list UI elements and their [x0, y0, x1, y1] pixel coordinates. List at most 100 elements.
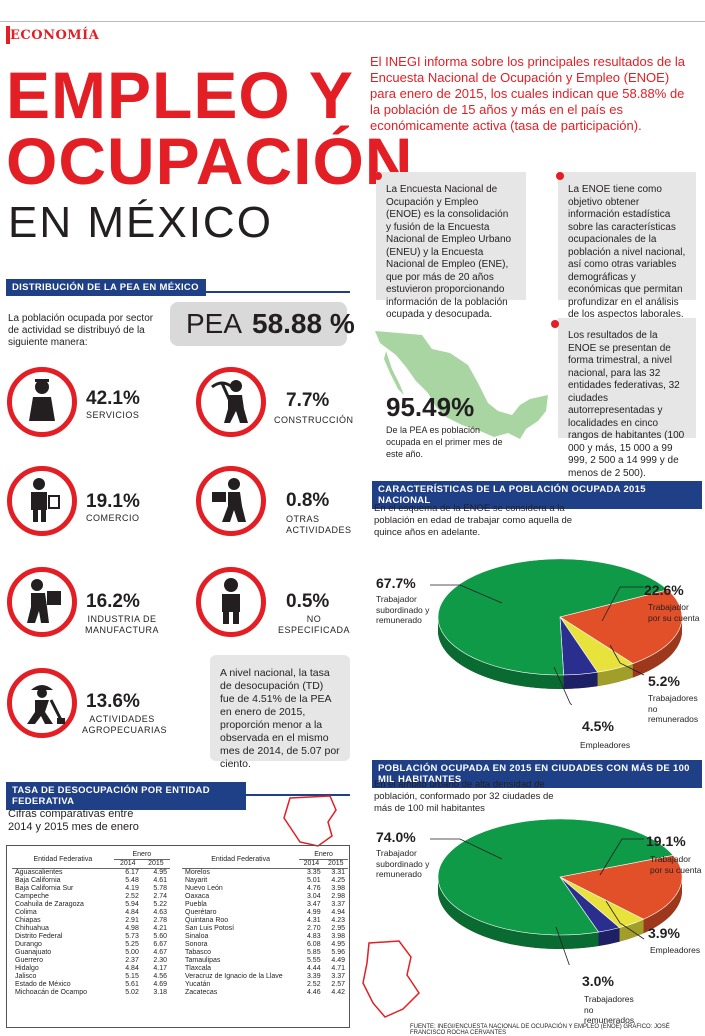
cell-value: 4.21	[153, 925, 167, 932]
table-row: Tlaxcala 4.44 4.71	[182, 965, 348, 973]
cell-value: 4.31	[306, 917, 321, 924]
leader-line	[609, 644, 645, 676]
table-row: Michoacán de Ocampo 5.02 3.18	[12, 989, 170, 997]
section-marker	[6, 26, 10, 44]
table-row: Guanajuato 5.00 4.67	[12, 949, 170, 957]
sector-label: SERVICIOS	[86, 410, 140, 420]
pie2-label-0: Trabajador subordinado y remunerado	[376, 848, 430, 879]
col-enero: Enero	[113, 851, 170, 860]
header-rule	[6, 291, 350, 293]
leader-line	[430, 838, 503, 860]
col-2014: 2014	[113, 859, 142, 869]
mexico-map-icon	[375, 331, 548, 439]
cell-entidad: Campeche	[15, 893, 49, 900]
cell-value: 5.60	[153, 933, 167, 940]
pie1-label-0: Trabajador subordinado y remunerado	[376, 594, 430, 625]
cell-value: 4.95	[331, 941, 345, 948]
commerce-icon	[7, 466, 77, 536]
leader-line	[599, 838, 644, 876]
cell-entidad: Zacatecas	[185, 989, 218, 996]
cell-entidad: Tlaxcala	[185, 965, 212, 972]
distribution-header: DISTRIBUCIÓN DE LA PEA EN MÉXICO	[6, 279, 206, 296]
pie1-pct-3: 4.5%	[582, 718, 614, 734]
cell-entidad: Tabasco	[185, 949, 212, 956]
cell-value: 2.57	[331, 981, 345, 988]
cell-value: 4.49	[331, 957, 345, 964]
cell-entidad: Colima	[15, 909, 37, 916]
table-row: Nuevo León 4.76 3.98	[182, 885, 348, 893]
cell-value: 5.96	[331, 949, 345, 956]
table-row: Coahuila de Zaragoza 5.94 5.22	[12, 901, 170, 909]
cell-entidad: Quintana Roo	[185, 917, 229, 924]
pie2-label-3: Trabajadores no remunerados	[584, 994, 635, 1025]
pie-chart-national	[430, 558, 683, 705]
pie-slice	[437, 558, 669, 676]
pie1-pct-1: 22.6%	[644, 582, 684, 598]
pie1-pct-0: 67.7%	[376, 575, 416, 591]
cell-value: 5.94	[125, 901, 139, 908]
cell-value: 3.04	[306, 893, 321, 900]
table-row: Distrito Federal 5.73 5.60	[12, 933, 170, 941]
cell-value: 3.37	[331, 973, 345, 980]
table-row: Oaxaca 3.04 2.98	[182, 893, 348, 901]
cell-entidad: Sinaloa	[185, 933, 209, 940]
pie1-subtitle: En el esquema de la ENOE se considera a …	[374, 503, 573, 538]
sector-pct: 0.8%	[286, 490, 330, 511]
cell-value: 4.63	[153, 909, 167, 916]
title-line-1: EMPLEO Y	[6, 58, 354, 132]
leader-line	[430, 584, 503, 604]
cell-value: 5.61	[125, 981, 139, 988]
pie2-header: POBLACIÓN OCUPADA EN 2015 EN CIUDADES CO…	[372, 760, 702, 788]
cell-entidad: Jalisco	[15, 973, 37, 980]
cell-value: 4.46	[306, 989, 321, 996]
table-row: Tabasco 5.85 5.96	[182, 949, 348, 957]
cell-entidad: Yucatán	[185, 981, 211, 988]
cell-value: 3.98	[331, 933, 345, 940]
state-map-icon	[283, 795, 337, 847]
pie2-pct-2: 3.9%	[648, 925, 680, 941]
cell-entidad: Guanajuato	[15, 949, 52, 956]
pea-label: PEA	[186, 308, 243, 339]
leader-line	[601, 586, 644, 622]
source-note: FUENTE: INEGI/ENCUESTA NACIONAL DE OCUPA…	[410, 1024, 670, 1036]
other-activities-icon	[196, 466, 266, 536]
bullet-dot	[551, 320, 559, 328]
cell-value: 4.71	[331, 965, 345, 972]
table-row: Sonora 6.08 4.95	[182, 941, 348, 949]
table-row: San Luis Potosí 2.70 2.95	[182, 925, 348, 933]
cell-value: 5.02	[125, 989, 139, 996]
cell-value: 3.31	[331, 869, 345, 876]
cell-value: 5.78	[153, 885, 167, 892]
cell-value: 2.78	[153, 917, 167, 924]
sector-pct: 13.6%	[86, 691, 140, 712]
cell-value: 2.30	[153, 957, 167, 964]
cell-entidad: San Luis Potosí	[185, 925, 235, 932]
cell-value: 2.37	[125, 957, 139, 964]
pie-slice-side	[643, 877, 682, 934]
cell-entidad: Michoacán de Ocampo	[15, 989, 87, 996]
pea-value: 58.88 %	[252, 308, 355, 339]
cell-entidad: Distrito Federal	[15, 933, 63, 940]
table-row: Hidalgo 4.84 4.17	[12, 965, 170, 973]
table-row: Aguascalientes 6.17 4.95	[12, 869, 170, 878]
cell-value: 4.25	[331, 877, 345, 884]
cell-value: 2.52	[125, 893, 139, 900]
cell-entidad: Chihuahua	[15, 925, 49, 932]
pie2-pct-3: 3.0%	[582, 973, 614, 989]
sector-label: COMERCIO	[86, 513, 140, 523]
col-entidad: Entidad Federativa	[12, 851, 114, 869]
cell-value: 4.23	[331, 917, 345, 924]
col-2015: 2015	[323, 859, 348, 869]
cell-value: 4.84	[125, 965, 139, 972]
cell-value: 5.01	[306, 877, 321, 884]
cell-entidad: Nuevo León	[185, 885, 223, 892]
cell-entidad: Hidalgo	[15, 965, 39, 972]
unemployment-table-left: Entidad Federativa Enero 2014 2015 Aguasca…	[12, 851, 170, 997]
leader-line	[553, 666, 573, 705]
distribution-intro: La población ocupada por sector de activ…	[8, 313, 154, 348]
cell-value: 6.67	[153, 941, 167, 948]
table-row: Veracruz de Ignacio de la Llave 3.39 3.37	[182, 973, 348, 981]
pie2-subtitle: En el ámbito urbano de alta densidad de …	[374, 779, 554, 814]
cell-value: 4.94	[331, 909, 345, 916]
cell-value: 4.19	[125, 885, 139, 892]
